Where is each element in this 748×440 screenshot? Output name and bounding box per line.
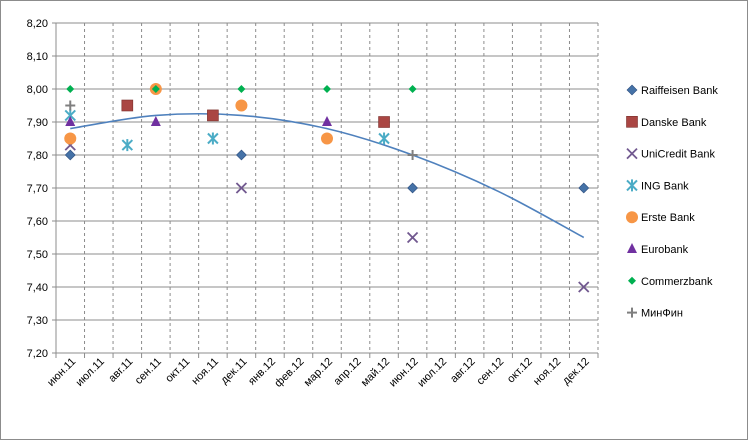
y-tick-label: 7,90 [27, 117, 48, 129]
data-point [150, 116, 161, 126]
data-point [66, 85, 75, 93]
legend-label: Erste Bank [641, 212, 695, 224]
legend-marker [628, 276, 636, 285]
legend-layer: Raiffeisen Bank Danske Bank UniCredit Bank… [626, 84, 718, 320]
legend-marker [626, 116, 638, 128]
mark-layer [64, 83, 590, 293]
y-tick-label: 7,30 [27, 315, 48, 327]
legend-label: Raiffeisen Bank [641, 85, 718, 97]
legend-item: МинФин [627, 307, 683, 320]
legend-marker [626, 211, 638, 224]
legend-marker [627, 243, 637, 253]
y-tick-label: 7,80 [27, 150, 48, 162]
legend-label: Commerzbank [641, 276, 713, 288]
x-tick-label: дек.11 [219, 356, 250, 387]
data-point [578, 182, 590, 194]
legend-label: Danske Bank [641, 117, 707, 129]
data-point [121, 139, 134, 152]
data-point [378, 116, 390, 128]
legend-label: ING Bank [641, 180, 689, 192]
data-point [64, 149, 76, 161]
data-point [65, 100, 76, 111]
x-tick-label: ноя.12 [531, 356, 563, 388]
y-tick-label: 7,60 [27, 216, 48, 228]
data-point [151, 85, 160, 93]
y-tick-label: 7,70 [27, 183, 48, 195]
legend-label: Eurobank [641, 244, 689, 256]
grid-layer [56, 22, 599, 353]
y-tick-label: 8,00 [27, 84, 48, 96]
x-tick-label: окт.11 [163, 356, 192, 385]
data-point [235, 99, 248, 112]
trendline [70, 112, 585, 239]
legend-item: Danske Bank [626, 116, 707, 129]
legend-label: МинФин [641, 308, 683, 320]
y-tick-label: 8,10 [27, 51, 48, 63]
legend-label: UniCredit Bank [641, 149, 715, 161]
data-point [207, 109, 219, 122]
x-tick-label: фев.12 [272, 356, 306, 390]
x-tick-label: июн.11 [45, 356, 78, 389]
legend-marker [626, 84, 638, 96]
x-tick-label: авг.12 [448, 356, 478, 386]
trend-layer [70, 112, 585, 239]
x-tick-label: дек.12 [560, 356, 592, 388]
x-tick-label: июл.11 [74, 356, 107, 389]
x-tick-label: сен.11 [133, 356, 164, 387]
legend-item: Commerzbank [628, 276, 713, 288]
data-point [65, 116, 76, 126]
x-tick-label: сен.12 [474, 356, 506, 388]
y-tick-label: 7,20 [27, 348, 48, 360]
data-point [407, 182, 419, 194]
y-tick-label: 7,50 [27, 249, 48, 261]
data-point [406, 231, 419, 244]
x-tick-label: июл.12 [415, 356, 449, 390]
legend-marker [627, 307, 637, 318]
data-point [321, 132, 333, 145]
x-tick-label: апр.12 [331, 356, 363, 388]
legend-marker [626, 179, 638, 192]
x-tick-label: авг.11 [106, 356, 135, 385]
x-tick-label: мар.12 [302, 356, 335, 389]
x-tick-label: июн.12 [387, 356, 421, 390]
data-point [235, 182, 248, 194]
data-point [407, 150, 418, 160]
legend-item: Eurobank [627, 243, 689, 256]
data-point [322, 116, 332, 126]
x-tick-label: ноя.11 [189, 356, 221, 388]
data-point [64, 132, 77, 145]
legend-item: UniCredit Bank [626, 147, 715, 161]
data-point [207, 132, 219, 145]
legend-marker [626, 147, 638, 160]
legend-item: Raiffeisen Bank [626, 84, 718, 97]
data-point [121, 99, 134, 112]
legend-item: Erste Bank [626, 211, 695, 224]
data-point [408, 85, 417, 93]
data-point [323, 85, 331, 93]
data-point [235, 149, 247, 161]
x-tick-label: окт.12 [505, 356, 535, 386]
data-point [578, 281, 590, 293]
y-tick-label: 8,20 [27, 18, 48, 30]
data-point [378, 132, 390, 145]
legend-item: ING Bank [626, 179, 689, 192]
data-point [237, 85, 246, 93]
x-tick-label: май.12 [359, 356, 392, 389]
y-tick-label: 7,40 [27, 282, 48, 294]
